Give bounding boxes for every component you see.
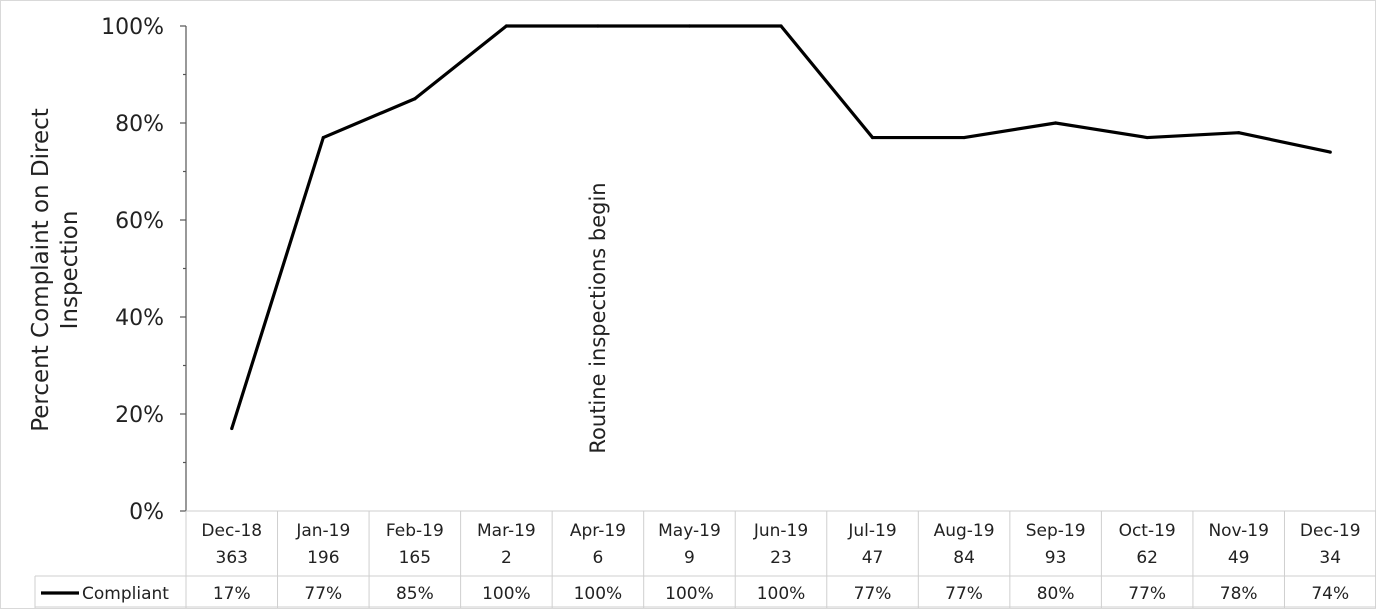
x-category-label: Dec-19 — [1300, 521, 1361, 541]
x-category-label: Jan-19 — [295, 521, 350, 541]
table-value-cell: 77% — [304, 584, 342, 604]
x-category-label: Jul-19 — [847, 521, 896, 541]
table-value-cell: 80% — [1037, 584, 1075, 604]
x-category-label: May-19 — [658, 521, 721, 541]
table-value-cell: 77% — [854, 584, 892, 604]
x-category-label: Apr-19 — [570, 521, 626, 541]
y-axis-title-line-2: Inspection — [57, 211, 83, 330]
x-category-count: 165 — [399, 548, 431, 568]
data-point — [1237, 131, 1241, 135]
y-tick-label: 20% — [115, 403, 164, 428]
y-axis-title-line-1: Percent Complaint on Direct — [28, 108, 54, 432]
x-category-count: 2 — [501, 548, 512, 568]
plot-area — [230, 24, 1332, 431]
x-category-label: Nov-19 — [1208, 521, 1269, 541]
x-category-count: 93 — [1045, 548, 1067, 568]
x-category-count: 49 — [1228, 548, 1250, 568]
data-point — [1054, 121, 1058, 125]
table-value-cell: 100% — [574, 584, 623, 604]
data-point — [230, 426, 234, 431]
table-value-cell: 17% — [213, 584, 251, 604]
data-point — [321, 135, 325, 140]
table-value-cell: 85% — [396, 584, 434, 604]
y-tick-label: 40% — [115, 306, 164, 331]
data-point — [779, 24, 783, 28]
legend-label-compliant: Compliant — [82, 584, 169, 604]
x-category-label: Mar-19 — [477, 521, 536, 541]
x-category-count: 62 — [1136, 548, 1158, 568]
table-value-cell: 78% — [1220, 584, 1258, 604]
x-category-count: 363 — [216, 548, 248, 568]
x-category-count: 23 — [770, 548, 792, 568]
data-point — [413, 97, 417, 101]
data-point — [1145, 135, 1149, 140]
data-point — [962, 135, 966, 140]
x-category-label: Feb-19 — [386, 521, 444, 541]
data-point — [596, 24, 600, 28]
x-category-count: 84 — [953, 548, 975, 568]
x-category-label: Oct-19 — [1119, 521, 1176, 541]
annotation-routine-inspections: Routine inspections begin — [586, 182, 610, 453]
y-axis-title: Percent Complaint on Direct Inspection — [28, 108, 83, 432]
y-tick-label: 80% — [115, 112, 164, 137]
y-tick-label: 0% — [129, 500, 164, 525]
x-category-count: 6 — [593, 548, 604, 568]
x-category-count: 47 — [862, 548, 884, 568]
x-category-count: 9 — [684, 548, 695, 568]
x-category-label: Sep-19 — [1026, 521, 1086, 541]
data-point — [870, 135, 875, 140]
table-value-cell: 77% — [945, 584, 983, 604]
x-category-count: 34 — [1319, 548, 1341, 568]
table-value-cell: 100% — [665, 584, 714, 604]
y-tick-label: 60% — [115, 209, 164, 234]
data-table: Dec-18 363 17% Jan-19 196 77% Feb-19 165 85% Mar-… — [34, 510, 1376, 608]
table-value-cell: 100% — [757, 584, 806, 604]
y-axis: 0% 20% 40% 60% 80% 100% — [101, 15, 187, 525]
table-value-cell: 74% — [1311, 584, 1349, 604]
table-value-cell: 77% — [1128, 584, 1166, 604]
x-category-label: Dec-18 — [201, 521, 262, 541]
x-category-label: Jun-19 — [753, 521, 808, 541]
data-point — [1328, 150, 1332, 154]
y-tick-label: 100% — [101, 15, 164, 40]
x-category-count: 196 — [307, 548, 339, 568]
table-value-cell: 100% — [482, 584, 531, 604]
data-point — [504, 24, 508, 28]
data-point — [687, 24, 692, 28]
x-category-label: Aug-19 — [934, 521, 995, 541]
